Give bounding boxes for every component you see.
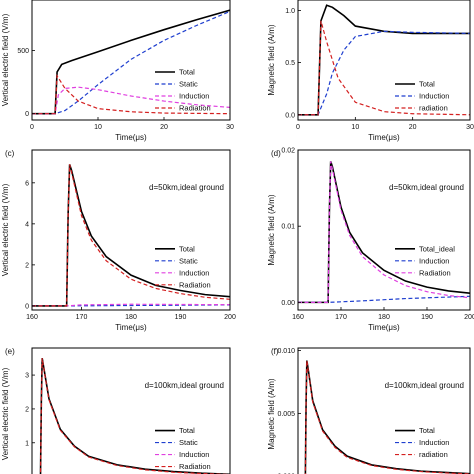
y-tick-label: 1.0	[285, 8, 295, 15]
legend-label: Total	[179, 426, 195, 435]
y-axis-label: Magnetic field (A/m)	[267, 24, 276, 95]
legend-label: Induction	[419, 92, 449, 101]
y-tick-label: 0.010	[277, 348, 295, 355]
legend-label: Total	[419, 80, 435, 89]
x-tick-label: 170	[76, 314, 88, 321]
y-tick-label: 0.005	[277, 411, 295, 418]
y-tick-label: 0.5	[285, 60, 295, 67]
y-tick-label: 1	[25, 440, 29, 447]
series-line	[298, 161, 470, 304]
y-tick-label: 500	[17, 48, 29, 55]
x-tick-label: 10	[351, 124, 359, 131]
series-line	[298, 161, 470, 303]
series-line	[32, 164, 230, 307]
chart-panel: 160 170 180 190 200 0 2 4 6 Time(μs) Vertical elec…	[1, 149, 236, 332]
panel-label: (e)	[5, 347, 15, 356]
y-tick-label: 3	[25, 373, 29, 380]
legend-label: Induction	[419, 256, 449, 265]
plot-frame	[297, 347, 471, 474]
series-line	[304, 360, 470, 474]
y-axis-label: Magnetic field (A/m)	[267, 378, 276, 449]
y-axis-label: Magnetic field (A/m)	[267, 194, 276, 265]
legend-label: Total	[179, 244, 195, 253]
x-axis-label: Time(μs)	[115, 323, 147, 332]
legend-label: Static	[179, 438, 198, 447]
legend-label: Radiation	[179, 280, 211, 289]
x-tick-label: 160	[292, 314, 304, 321]
x-tick-label: 190	[175, 314, 187, 321]
x-tick-label: 200	[224, 314, 236, 321]
y-tick-label: 0.00	[281, 300, 295, 307]
x-tick-label: 0	[30, 124, 34, 131]
plot-frame	[297, 0, 471, 121]
annotation: d=100km,ideal ground	[385, 381, 464, 390]
x-axis-label: Time(μs)	[368, 323, 400, 332]
x-tick-label: 200	[464, 314, 474, 321]
x-tick-label: 30	[226, 124, 234, 131]
y-tick-label: 0.0	[285, 112, 295, 119]
x-tick-label: 20	[409, 124, 417, 131]
chart-panel: 0123Vertical electric field (V/m)(e)d=10…	[1, 347, 231, 474]
y-tick-label: 4	[25, 221, 29, 228]
x-tick-label: 30	[466, 124, 474, 131]
chart-panel: 0 10 20 30 0.0 0.5 1.0 Time(μs) Magnetic field (…	[267, 0, 474, 142]
chart-panel: 0 10 20 30 0 500 Time(μs) Vertical electric fie…	[1, 0, 234, 142]
y-axis-label: Vertical electric field (V/m)	[1, 183, 10, 276]
panel-label: (c)	[5, 149, 15, 158]
legend-label: radiation	[419, 104, 448, 113]
legend-label: Induction	[179, 450, 209, 459]
legend-label: Induction	[179, 268, 209, 277]
y-axis-label: Vertical electric field (V/m)	[1, 367, 10, 460]
y-tick-label: 2	[25, 262, 29, 269]
x-tick-label: 160	[26, 314, 38, 321]
legend-label: radiation	[419, 450, 448, 459]
legend-label: Total	[179, 68, 195, 77]
x-axis-label: Time(μs)	[368, 133, 400, 142]
x-tick-label: 170	[335, 314, 347, 321]
y-tick-label: 6	[25, 180, 29, 187]
panel-label: (f)	[271, 347, 279, 356]
series-line	[298, 30, 470, 116]
series-line	[32, 86, 230, 115]
legend-label: Total_ideal	[419, 244, 455, 253]
legend-label: Static	[179, 80, 198, 89]
plot-frame	[31, 0, 231, 121]
annotation: d=50km,ideal ground	[389, 183, 464, 192]
series-line	[298, 295, 470, 303]
plot-frame	[297, 149, 471, 311]
legend-label: Total	[419, 426, 435, 435]
annotation: d=50km,ideal ground	[149, 183, 224, 192]
series-line	[32, 10, 230, 115]
annotation: d=100km,ideal ground	[145, 381, 224, 390]
legend-label: Induction	[179, 92, 209, 101]
y-axis-label: Vertical electric field (V/m)	[1, 13, 10, 106]
legend-label: Radiation	[179, 104, 211, 113]
x-tick-label: 180	[378, 314, 390, 321]
x-tick-label: 20	[160, 124, 168, 131]
plot-frame	[31, 347, 231, 474]
y-tick-label: 0	[25, 303, 29, 310]
x-tick-label: 0	[296, 124, 300, 131]
y-tick-label: 0	[25, 111, 29, 118]
series-line	[32, 9, 230, 115]
chart-panel: 160 170 180 190 200 0.00 0.01 0.02 Time(μs) Magne…	[267, 148, 474, 333]
y-tick-label: 0.02	[281, 148, 295, 155]
series-line	[32, 73, 230, 115]
legend-label: Radiation	[419, 268, 451, 277]
panel-label: (d)	[271, 149, 281, 158]
legend-label: Induction	[419, 438, 449, 447]
x-axis-label: Time(μs)	[115, 133, 147, 142]
y-tick-label: 2	[25, 406, 29, 413]
legend-label: Radiation	[179, 462, 211, 471]
x-tick-label: 190	[421, 314, 433, 321]
series-line	[32, 304, 230, 307]
x-tick-label: 10	[94, 124, 102, 131]
y-tick-label: 0.01	[281, 224, 295, 231]
legend-label: Static	[179, 256, 198, 265]
x-tick-label: 180	[125, 314, 137, 321]
